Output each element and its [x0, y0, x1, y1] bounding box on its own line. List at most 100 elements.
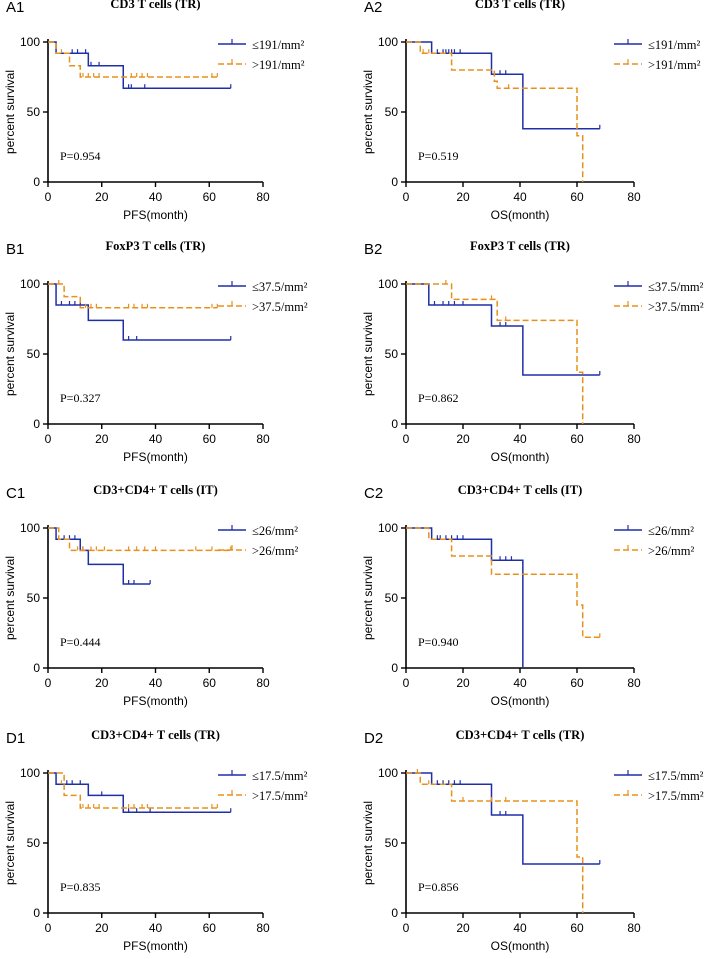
- panel-d1: D1 CD3+CD4+ T cells (TR) 0 50 100 0 20 40 60 80 PF…: [3, 728, 308, 953]
- p-value: P=0.519: [418, 149, 458, 163]
- y-tick-label: 0: [391, 175, 398, 189]
- p-value: P=0.856: [418, 880, 458, 894]
- y-tick-label: 100: [20, 766, 40, 780]
- chart-title: CD3+CD4+ T cells (TR): [456, 728, 585, 742]
- x-tick-label: 20: [456, 432, 470, 446]
- y-axis-label: percent survival: [361, 556, 375, 640]
- x-tick-label: 0: [45, 432, 52, 446]
- p-value: P=0.862: [418, 391, 458, 405]
- y-tick-label: 100: [378, 521, 398, 535]
- x-tick-label: 60: [203, 676, 217, 690]
- x-tick-label: 60: [570, 676, 584, 690]
- y-tick-label: 100: [20, 35, 40, 49]
- x-tick-label: 0: [403, 676, 410, 690]
- legend-label: >26/mm²: [648, 544, 694, 558]
- survival-curve-low: [406, 772, 600, 865]
- x-axis-label: OS(month): [491, 694, 550, 708]
- x-tick-label: 40: [513, 676, 527, 690]
- legend-label: ≤26/mm²: [252, 524, 298, 538]
- x-axis-label: PFS(month): [123, 939, 188, 953]
- y-tick-label: 0: [33, 906, 40, 920]
- y-axis-label: percent survival: [361, 312, 375, 396]
- panel-label: B1: [6, 241, 24, 258]
- legend-label: ≤17.5/mm²: [648, 769, 704, 783]
- panel-d2: D2 CD3+CD4+ T cells (TR) 0 50 100 0 20 40 60 80 OS…: [361, 728, 704, 953]
- x-tick-label: 60: [570, 190, 584, 204]
- legend-label: >17.5/mm²: [648, 789, 704, 803]
- y-tick-label: 50: [385, 105, 399, 119]
- y-axis-label: percent survival: [3, 556, 17, 640]
- x-tick-label: 40: [149, 921, 163, 935]
- panel-c1: C1 CD3+CD4+ T cells (IT) 0 50 100 0 20 40 60 80 PF…: [3, 483, 298, 708]
- chart-title: CD3 T cells (TR): [475, 0, 565, 11]
- survival-curve-high: [48, 41, 218, 78]
- y-tick-label: 100: [20, 277, 40, 291]
- panel-label: D2: [364, 730, 383, 747]
- panel-label: D1: [6, 730, 25, 747]
- x-tick-label: 40: [149, 190, 163, 204]
- x-tick-label: 0: [403, 921, 410, 935]
- survival-curve-low: [48, 527, 151, 585]
- legend-label: >26/mm²: [252, 544, 298, 558]
- y-axis-label: percent survival: [3, 312, 17, 396]
- x-tick-label: 80: [627, 676, 641, 690]
- x-axis-label: PFS(month): [123, 694, 188, 708]
- x-tick-label: 80: [627, 432, 641, 446]
- y-tick-label: 0: [391, 906, 398, 920]
- panel-c2: C2 CD3+CD4+ T cells (IT) 0 50 100 0 20 40 60 80 OS…: [361, 483, 694, 708]
- x-tick-label: 20: [95, 676, 109, 690]
- survival-curve-low: [406, 41, 600, 130]
- y-tick-label: 0: [391, 661, 398, 675]
- x-tick-label: 80: [256, 921, 270, 935]
- x-tick-label: 40: [513, 921, 527, 935]
- p-value: P=0.835: [60, 880, 100, 894]
- x-tick-label: 0: [403, 190, 410, 204]
- survival-curve-high: [48, 772, 218, 809]
- x-tick-label: 80: [256, 676, 270, 690]
- y-tick-label: 50: [385, 836, 399, 850]
- chart-title: FoxP3 T cells (TR): [470, 239, 570, 253]
- p-value: P=0.327: [60, 391, 100, 405]
- x-tick-label: 0: [45, 921, 52, 935]
- y-tick-label: 100: [378, 277, 398, 291]
- x-axis-label: PFS(month): [123, 208, 188, 222]
- y-tick-label: 100: [378, 35, 398, 49]
- p-value: P=0.940: [418, 635, 458, 649]
- legend-label: >37.5/mm²: [252, 300, 308, 314]
- x-tick-label: 80: [256, 432, 270, 446]
- y-tick-label: 50: [27, 591, 41, 605]
- x-axis-label: OS(month): [491, 450, 550, 464]
- legend-label: >17.5/mm²: [252, 789, 308, 803]
- x-tick-label: 20: [95, 190, 109, 204]
- x-axis-label: PFS(month): [123, 450, 188, 464]
- legend-label: ≤17.5/mm²: [252, 769, 308, 783]
- survival-curve-low: [48, 283, 231, 341]
- y-tick-label: 100: [378, 766, 398, 780]
- y-tick-label: 50: [27, 836, 41, 850]
- y-tick-label: 50: [27, 347, 41, 361]
- y-axis-label: percent survival: [361, 70, 375, 154]
- x-tick-label: 20: [456, 921, 470, 935]
- survival-curve-high: [406, 772, 584, 913]
- survival-curve-low: [48, 41, 231, 89]
- x-axis-label: OS(month): [491, 939, 550, 953]
- legend-label: >37.5/mm²: [648, 300, 704, 314]
- x-tick-label: 80: [256, 190, 270, 204]
- chart-title: CD3+CD4+ T cells (IT): [458, 483, 583, 497]
- y-tick-label: 50: [385, 591, 399, 605]
- p-value: P=0.444: [60, 635, 100, 649]
- x-tick-label: 20: [456, 676, 470, 690]
- survival-curve-low: [406, 527, 524, 668]
- y-tick-label: 0: [33, 417, 40, 431]
- y-tick-label: 0: [391, 417, 398, 431]
- y-axis-label: percent survival: [361, 801, 375, 885]
- x-tick-label: 60: [570, 921, 584, 935]
- y-tick-label: 50: [385, 347, 399, 361]
- legend-label: ≤191/mm²: [648, 38, 701, 52]
- panel-a2: A2 CD3 T cells (TR) 0 50 100 0 20 40 60 80 OS(mont…: [361, 0, 701, 222]
- survival-curve-high: [406, 41, 584, 182]
- panel-label: B2: [364, 241, 382, 258]
- legend-label: ≤26/mm²: [648, 524, 694, 538]
- x-tick-label: 0: [403, 432, 410, 446]
